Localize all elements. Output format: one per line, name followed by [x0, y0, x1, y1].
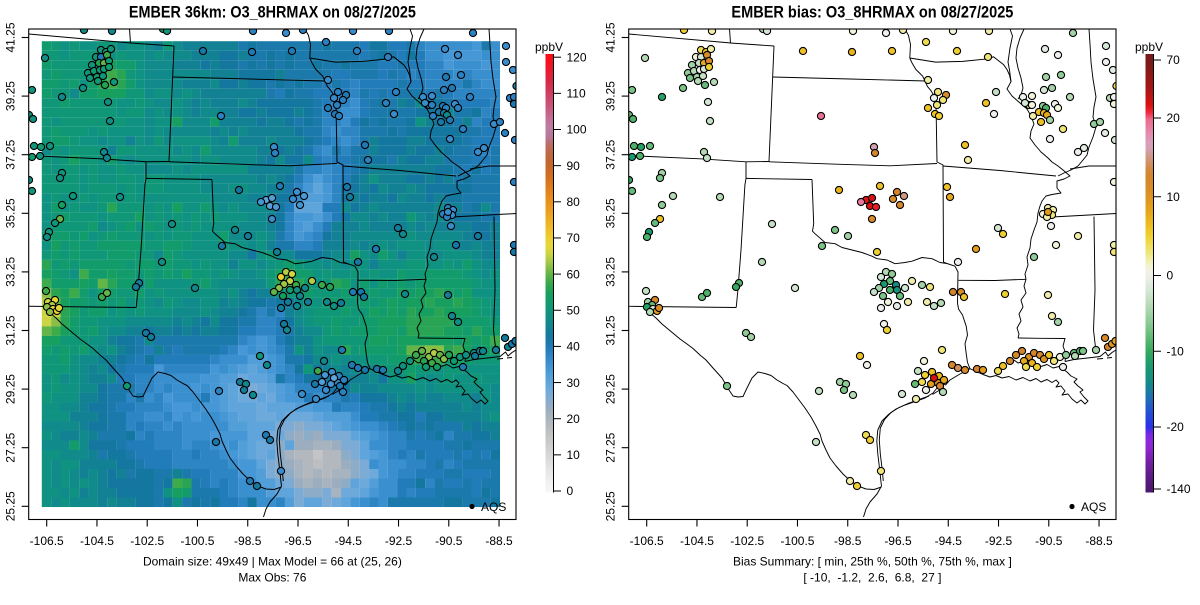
svg-text:-88.5: -88.5 — [1085, 534, 1113, 548]
svg-text:ppbV: ppbV — [535, 40, 563, 54]
svg-text:-94.5: -94.5 — [335, 534, 363, 548]
svg-text:50: 50 — [567, 303, 581, 317]
svg-text:20: 20 — [1167, 111, 1181, 125]
svg-text:-102.5: -102.5 — [730, 534, 764, 548]
svg-text:-96.5: -96.5 — [284, 534, 312, 548]
svg-text:29.25: 29.25 — [3, 374, 17, 404]
svg-text:41.25: 41.25 — [603, 22, 617, 52]
svg-text:25.25: 25.25 — [3, 491, 17, 521]
svg-text:-90.5: -90.5 — [435, 534, 463, 548]
svg-text:0: 0 — [567, 484, 574, 498]
svg-text:70: 70 — [1167, 53, 1181, 67]
svg-text:37.25: 37.25 — [603, 139, 617, 169]
svg-text:31.25: 31.25 — [3, 315, 17, 345]
svg-text:80: 80 — [567, 195, 581, 209]
svg-text:110: 110 — [567, 87, 586, 101]
svg-text:-140: -140 — [1167, 482, 1191, 496]
svg-text:120: 120 — [567, 50, 587, 64]
svg-text:30: 30 — [567, 376, 581, 390]
svg-text:-100.5: -100.5 — [180, 534, 214, 548]
svg-text:EMBER 36km: O3_8HRMAX on 08/27: EMBER 36km: O3_8HRMAX on 08/27/2025 — [129, 4, 416, 22]
svg-text:33.25: 33.25 — [603, 257, 617, 287]
svg-text:-104.5: -104.5 — [680, 534, 714, 548]
svg-text:AQS: AQS — [1081, 500, 1106, 514]
svg-text:0: 0 — [1167, 269, 1174, 283]
svg-text:-98.5: -98.5 — [234, 534, 262, 548]
svg-text:10: 10 — [567, 448, 581, 462]
svg-text:41.25: 41.25 — [3, 22, 17, 52]
svg-text:Domain size: 49x49 | Max Model: Domain size: 49x49 | Max Model = 66 at (… — [143, 555, 402, 569]
svg-text:-88.5: -88.5 — [485, 534, 513, 548]
svg-text:60: 60 — [567, 267, 581, 281]
svg-text:-20: -20 — [1167, 420, 1185, 434]
svg-text:AQS: AQS — [481, 500, 506, 514]
svg-text:-10: -10 — [1167, 344, 1185, 358]
svg-text:10: 10 — [1167, 190, 1181, 204]
svg-text:37.25: 37.25 — [3, 139, 17, 169]
svg-text:25.25: 25.25 — [603, 491, 617, 521]
svg-text:-100.5: -100.5 — [780, 534, 814, 548]
svg-text:100: 100 — [567, 123, 587, 137]
svg-text:39.25: 39.25 — [603, 81, 617, 111]
svg-text:33.25: 33.25 — [3, 257, 17, 287]
svg-text:-94.5: -94.5 — [935, 534, 963, 548]
svg-text:35.25: 35.25 — [603, 198, 617, 228]
svg-text:-92.5: -92.5 — [985, 534, 1013, 548]
svg-text:-106.5: -106.5 — [630, 534, 664, 548]
svg-text:35.25: 35.25 — [3, 198, 17, 228]
svg-text:90: 90 — [567, 159, 581, 173]
svg-text:Bias Summary: [ min, 25th %, 5: Bias Summary: [ min, 25th %, 50th %, 75t… — [733, 555, 1012, 569]
svg-text:-104.5: -104.5 — [80, 534, 114, 548]
svg-text:-102.5: -102.5 — [130, 534, 164, 548]
svg-text:70: 70 — [567, 231, 581, 245]
svg-text:[ -10, -1.2, 2.6, 6.8, 27: [ -10, -1.2, 2.6, 6.8, 27 ] — [803, 571, 941, 585]
svg-text:-90.5: -90.5 — [1035, 534, 1063, 548]
svg-text:EMBER bias: O3_8HRMAX on 08/27: EMBER bias: O3_8HRMAX on 08/27/2025 — [731, 4, 1013, 22]
svg-text:-98.5: -98.5 — [834, 534, 862, 548]
svg-text:-96.5: -96.5 — [884, 534, 912, 548]
svg-text:29.25: 29.25 — [603, 374, 617, 404]
svg-text:27.25: 27.25 — [3, 432, 17, 462]
svg-text:39.25: 39.25 — [3, 81, 17, 111]
svg-text:40: 40 — [567, 340, 581, 354]
svg-text:31.25: 31.25 — [603, 315, 617, 345]
svg-text:ppbV: ppbV — [1135, 40, 1163, 54]
svg-text:-106.5: -106.5 — [30, 534, 64, 548]
svg-text:-92.5: -92.5 — [385, 534, 413, 548]
svg-text:Max Obs: 76: Max Obs: 76 — [238, 571, 306, 585]
svg-text:20: 20 — [567, 412, 581, 426]
svg-text:27.25: 27.25 — [603, 432, 617, 462]
